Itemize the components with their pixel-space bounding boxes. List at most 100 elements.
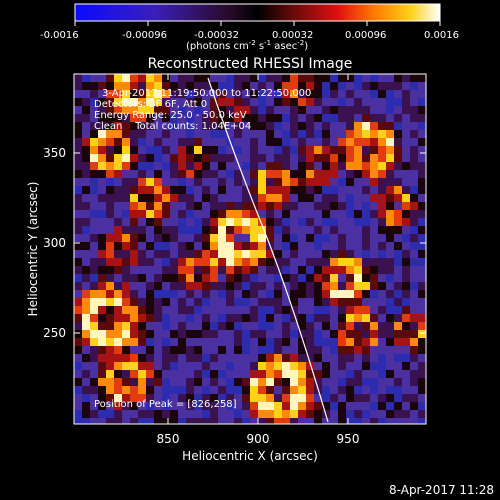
image-pixel [138, 378, 146, 386]
image-pixel [90, 370, 98, 378]
image-pixel [282, 90, 290, 98]
image-pixel [410, 418, 418, 424]
image-pixel [98, 258, 106, 266]
image-pixel [298, 122, 306, 130]
image-pixel [282, 330, 290, 338]
x-tick-900: 900 [247, 432, 270, 446]
image-pixel [130, 210, 138, 218]
image-pixel [282, 186, 290, 194]
image-pixel [306, 186, 314, 194]
image-pixel [354, 258, 362, 266]
image-pixel [210, 194, 218, 202]
image-pixel [90, 274, 98, 282]
image-pixel [162, 378, 170, 386]
image-pixel [314, 234, 322, 242]
image-pixel [386, 146, 394, 154]
image-pixel [162, 202, 170, 210]
image-pixel [178, 418, 186, 424]
image-pixel [386, 258, 394, 266]
image-pixel [362, 114, 370, 122]
image-pixel [290, 202, 298, 210]
image-pixel [378, 146, 386, 154]
image-pixel [346, 362, 354, 370]
image-pixel [410, 210, 418, 218]
image-pixel [122, 418, 130, 424]
image-pixel [90, 82, 98, 90]
image-pixel [210, 210, 218, 218]
image-pixel [322, 306, 330, 314]
image-pixel [290, 194, 298, 202]
image-pixel [178, 322, 186, 330]
image-pixel [162, 114, 170, 122]
image-pixel [330, 410, 338, 418]
image-pixel [90, 322, 98, 330]
image-pixel [130, 202, 138, 210]
image-pixel [122, 122, 130, 130]
image-pixel [418, 154, 426, 162]
image-pixel [162, 122, 170, 130]
image-pixel [154, 306, 162, 314]
image-pixel [370, 258, 378, 266]
image-pixel [210, 82, 218, 90]
image-pixel [154, 266, 162, 274]
image-pixel [82, 346, 90, 354]
image-pixel [266, 82, 274, 90]
image-pixel [354, 154, 362, 162]
image-pixel [362, 186, 370, 194]
image-pixel [130, 258, 138, 266]
image-pixel [210, 242, 218, 250]
image-pixel [226, 322, 234, 330]
image-pixel [362, 218, 370, 226]
image-pixel [122, 210, 130, 218]
image-pixel [274, 82, 282, 90]
image-pixel [202, 346, 210, 354]
image-pixel [298, 338, 306, 346]
image-pixel [338, 362, 346, 370]
image-pixel [146, 378, 154, 386]
image-pixel [274, 98, 282, 106]
image-pixel [282, 298, 290, 306]
image-pixel [402, 394, 410, 402]
image-pixel [418, 74, 426, 82]
image-pixel [346, 218, 354, 226]
image-pixel [130, 178, 138, 186]
image-pixel [258, 202, 266, 210]
image-pixel [154, 162, 162, 170]
image-pixel [282, 122, 290, 130]
image-pixel [378, 122, 386, 130]
image-pixel [138, 82, 146, 90]
image-pixel [394, 242, 402, 250]
image-pixel [346, 370, 354, 378]
image-pixel [298, 370, 306, 378]
image-pixel [90, 218, 98, 226]
image-pixel [170, 146, 178, 154]
image-pixel [130, 378, 138, 386]
image-pixel [370, 298, 378, 306]
image-pixel [386, 162, 394, 170]
image-pixel [378, 314, 386, 322]
image-pixel [306, 410, 314, 418]
image-pixel [314, 154, 322, 162]
image-pixel [346, 186, 354, 194]
image-pixel [362, 234, 370, 242]
image-pixel [290, 394, 298, 402]
image-pixel [378, 258, 386, 266]
image-pixel [282, 314, 290, 322]
image-pixel [74, 186, 82, 194]
image-pixel [354, 194, 362, 202]
image-pixel [90, 154, 98, 162]
image-pixel [378, 402, 386, 410]
image-pixel [258, 138, 266, 146]
image-pixel [234, 106, 242, 114]
image-pixels [74, 74, 426, 424]
image-pixel [202, 138, 210, 146]
image-pixel [82, 362, 90, 370]
image-pixel [178, 394, 186, 402]
image-pixel [282, 114, 290, 122]
image-pixel [346, 290, 354, 298]
image-pixel [242, 82, 250, 90]
image-pixel [354, 354, 362, 362]
image-pixel [242, 306, 250, 314]
image-pixel [298, 306, 306, 314]
image-pixel [266, 410, 274, 418]
